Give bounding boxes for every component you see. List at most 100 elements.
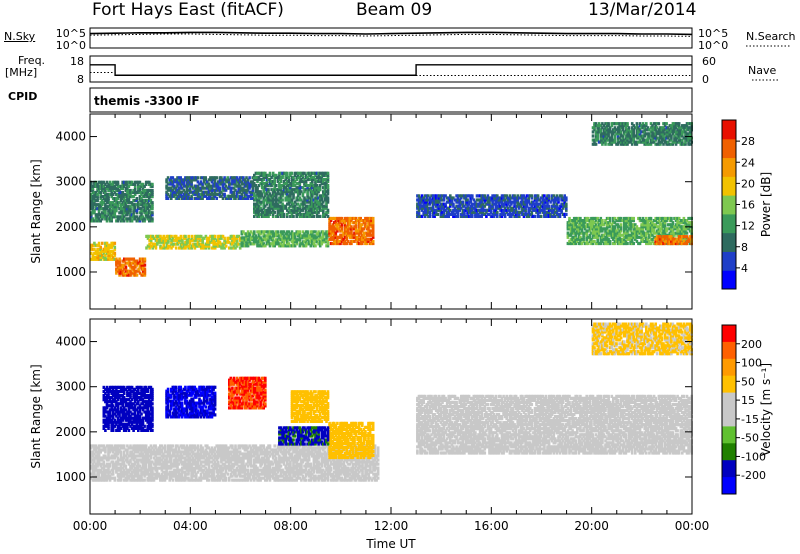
power-cell (111, 205, 115, 209)
power-cell (298, 192, 302, 196)
power-cell (176, 242, 179, 246)
power-cell (687, 223, 690, 227)
power-cell (481, 206, 485, 210)
power-cell (547, 204, 551, 208)
power-cell (325, 240, 328, 244)
power-cell (601, 134, 604, 138)
power-cell (597, 223, 601, 227)
power-cell (179, 184, 182, 188)
power-cell (673, 216, 676, 221)
power-cell (168, 178, 171, 182)
power-cell (507, 212, 510, 216)
power-cell (314, 173, 317, 177)
power-cell (322, 214, 325, 218)
power-cell (262, 214, 265, 218)
power-cell (243, 232, 247, 236)
power-cell (496, 214, 499, 218)
power-cell (276, 234, 280, 238)
power-cell (304, 200, 308, 204)
power-cell (231, 186, 234, 190)
power-cell (111, 182, 115, 186)
power-cell (115, 188, 118, 193)
power-cell (143, 203, 146, 207)
power-cell (671, 237, 675, 241)
power-cell (361, 233, 364, 237)
power-cell (273, 179, 276, 184)
power-cell (224, 178, 228, 182)
power-cell (134, 273, 137, 277)
power-cell (604, 134, 607, 138)
power-cell (286, 171, 289, 175)
power-cell (630, 142, 634, 146)
power-cell (423, 194, 427, 198)
power-cell (121, 217, 124, 221)
power-cell (367, 225, 370, 229)
power-cell (527, 212, 530, 216)
power-cell (627, 128, 631, 132)
power-cell (292, 236, 295, 240)
power-cell (433, 194, 436, 198)
power-cell (101, 211, 104, 215)
power-cell (281, 202, 284, 206)
power-cell (361, 227, 364, 231)
power-cell (513, 198, 516, 202)
power-cell (632, 124, 635, 128)
power-cell (312, 214, 316, 218)
power-cell (541, 210, 545, 214)
power-cell (170, 242, 173, 246)
power-cell (190, 180, 193, 184)
power-cell (422, 196, 425, 200)
power-cell (148, 215, 151, 219)
power-cell (265, 177, 269, 182)
power-cell (651, 221, 654, 225)
power-cell (317, 200, 320, 204)
power-cell (646, 128, 650, 132)
power-cell (287, 186, 291, 190)
power-cell (659, 227, 662, 231)
power-cell (641, 219, 645, 223)
power-cell (267, 173, 270, 177)
power-cell (259, 238, 262, 242)
power-cell (438, 204, 441, 208)
power-cell (199, 180, 203, 184)
power-cell (318, 184, 322, 188)
power-cell (486, 212, 490, 216)
power-cell (173, 180, 176, 184)
power-cell (180, 186, 184, 190)
power-cell (151, 213, 154, 217)
power-cell (312, 184, 316, 188)
power-cell (533, 198, 537, 202)
power-cell (430, 208, 433, 212)
power-cell (107, 186, 110, 190)
power-cell (599, 223, 603, 227)
power-cell (105, 247, 109, 251)
power-cell (156, 242, 159, 246)
power-cell (334, 231, 338, 235)
power-cell (202, 176, 206, 180)
power-cell (256, 177, 259, 182)
power-cell (665, 219, 668, 223)
power-cell (262, 230, 265, 234)
power-cell (637, 227, 640, 231)
power-cell (597, 126, 601, 130)
power-cell (590, 241, 593, 246)
power-cell (660, 216, 664, 221)
power-cell (179, 192, 182, 196)
power-cell (585, 223, 588, 227)
power-cell (687, 126, 690, 130)
power-cell (119, 219, 123, 223)
power-cell (665, 241, 668, 246)
power-cell (541, 196, 545, 200)
power-cell (124, 195, 128, 199)
power-cell (643, 124, 646, 128)
power-cell (657, 239, 661, 243)
power-cell (115, 186, 118, 190)
power-cell (185, 180, 189, 184)
power-cell (304, 182, 308, 186)
power-cell (290, 198, 294, 202)
power-cell (144, 207, 148, 211)
power-cell (679, 227, 683, 231)
power-cell (317, 204, 320, 208)
power-cell (207, 184, 211, 188)
power-cell (677, 231, 681, 235)
